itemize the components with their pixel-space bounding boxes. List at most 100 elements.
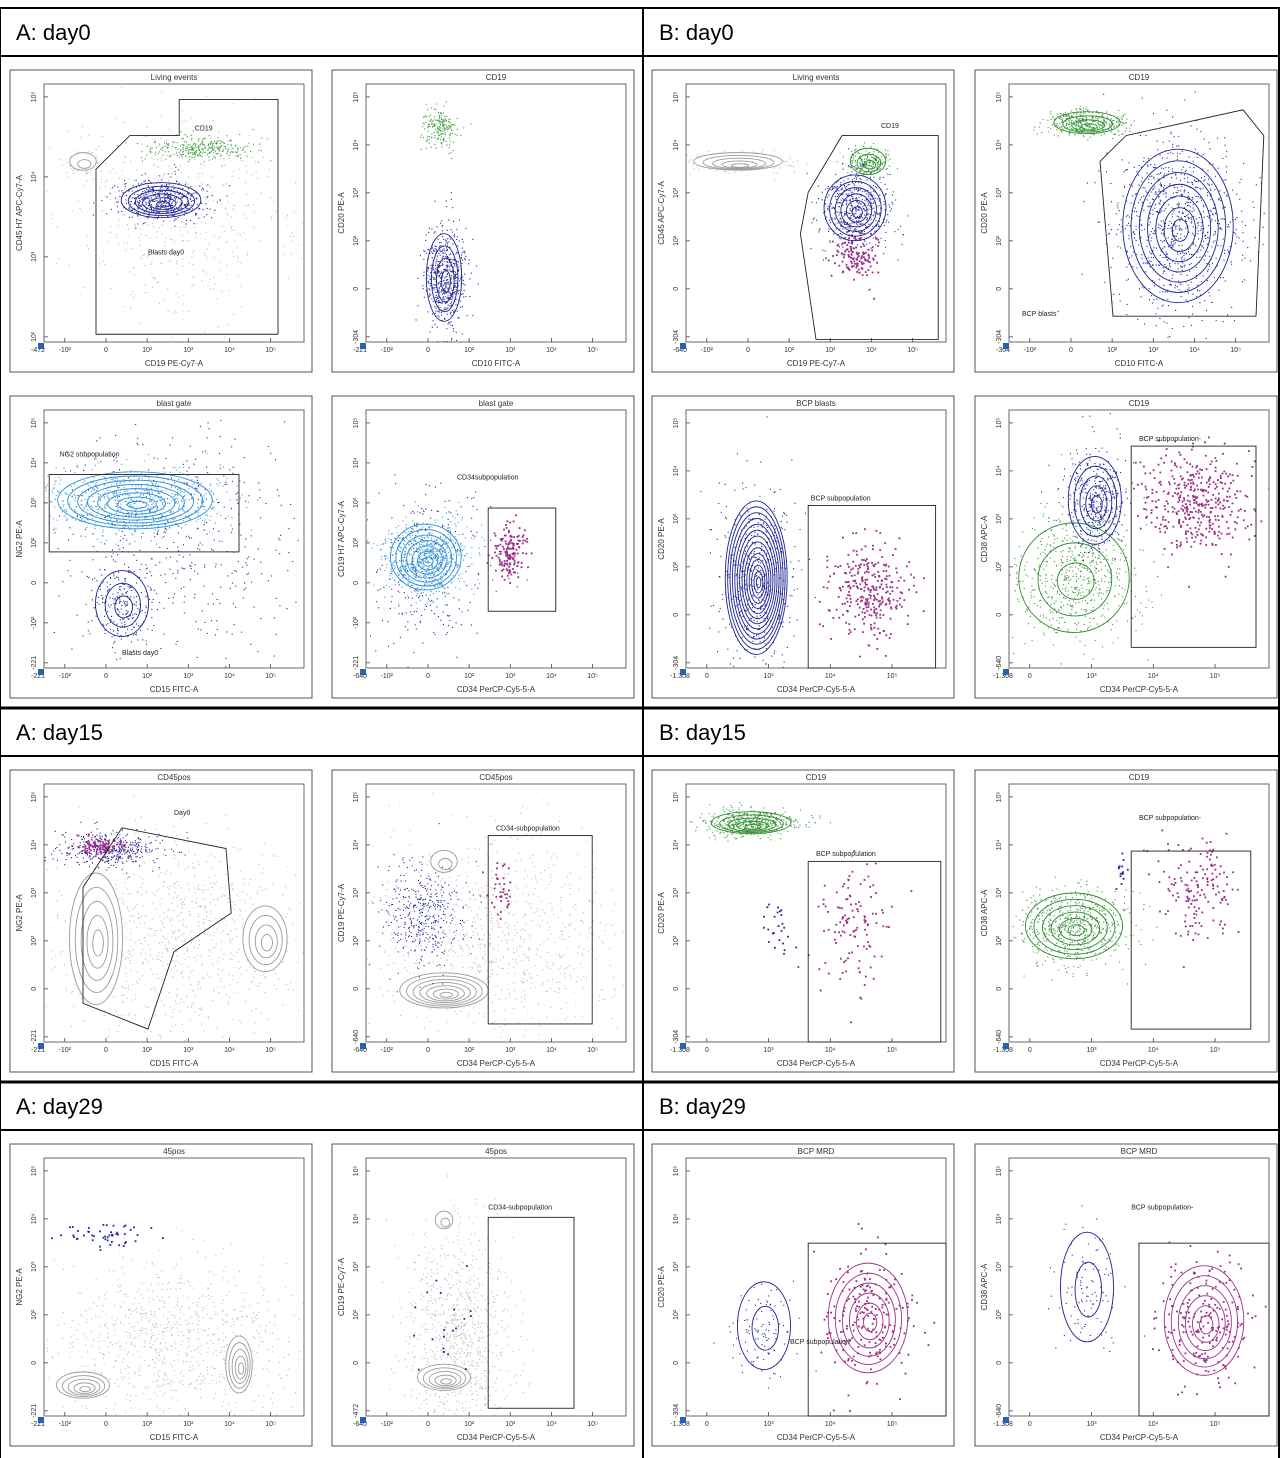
event-dot <box>417 597 419 599</box>
event-dot <box>149 494 151 496</box>
event-dot <box>146 234 148 236</box>
event-dot <box>423 116 425 118</box>
event-dot <box>427 569 429 571</box>
event-dot <box>434 284 436 286</box>
event-dot <box>201 153 203 155</box>
event-dot <box>398 545 400 547</box>
event-dot <box>188 488 190 490</box>
event-dot <box>440 245 442 247</box>
event-dot <box>151 189 153 191</box>
event-dot <box>444 551 446 553</box>
event-dot <box>159 143 161 145</box>
event-dot <box>456 310 458 312</box>
event-dot <box>110 604 112 606</box>
event-dot <box>456 251 458 253</box>
event-dot <box>437 264 439 266</box>
event-dot <box>195 232 197 234</box>
event-dot <box>192 284 194 286</box>
event-dot <box>427 311 429 313</box>
event-dot <box>422 522 424 524</box>
event-dot <box>456 236 458 238</box>
event-dot <box>503 578 506 581</box>
event-dot <box>446 276 448 278</box>
event-dot <box>140 493 142 495</box>
event-dot <box>197 628 199 630</box>
event-dot <box>499 550 502 553</box>
event-dot <box>438 261 440 263</box>
event-dot <box>443 284 445 286</box>
event-dot <box>221 165 223 167</box>
event-dot <box>66 519 68 521</box>
event-dot <box>156 509 158 511</box>
event-dot <box>103 250 105 252</box>
event-dot <box>46 190 48 192</box>
event-dot <box>450 556 452 558</box>
event-dot <box>223 506 225 508</box>
event-dot <box>167 193 169 195</box>
event-dot <box>157 175 159 177</box>
event-dot <box>138 478 140 480</box>
event-dot <box>202 519 204 521</box>
event-dot <box>133 571 135 573</box>
event-dot <box>117 497 119 499</box>
contour <box>417 550 439 571</box>
event-dot <box>415 573 417 575</box>
event-dot <box>99 187 101 189</box>
event-dot <box>102 535 104 537</box>
event-dot <box>226 491 228 493</box>
event-dot <box>447 281 449 283</box>
event-dot <box>164 142 166 144</box>
event-dot <box>237 256 239 258</box>
event-dot <box>425 594 427 596</box>
event-dot <box>424 537 426 539</box>
event-dot <box>134 531 136 533</box>
event-dot <box>416 542 418 544</box>
event-dot <box>439 306 441 308</box>
event-dot <box>227 140 229 142</box>
y-tick-label: -10² <box>353 616 360 629</box>
event-dot <box>122 593 124 595</box>
event-dot <box>181 208 183 210</box>
event-dot <box>129 306 131 308</box>
event-dot <box>422 554 424 556</box>
event-dot <box>197 507 199 509</box>
event-dot <box>127 493 129 495</box>
event-dot <box>206 207 208 209</box>
event-dot <box>145 198 147 200</box>
event-dot <box>181 265 183 267</box>
event-dot <box>113 630 115 632</box>
event-dot <box>443 125 445 127</box>
event-dot <box>107 496 109 498</box>
event-dot <box>391 577 393 579</box>
event-dot <box>129 208 131 210</box>
event-dot <box>116 493 118 495</box>
event-dot <box>163 299 165 301</box>
event-dot <box>426 602 428 604</box>
event-dot <box>142 198 144 200</box>
event-dot <box>185 499 187 501</box>
event-dot <box>405 560 407 562</box>
event-dot <box>441 120 443 122</box>
event-dot <box>131 624 133 626</box>
event-dot <box>161 191 163 193</box>
event-dot <box>248 134 250 136</box>
event-dot <box>198 147 200 149</box>
event-dot <box>430 279 432 281</box>
gate-label: Blasts day0 <box>148 249 184 256</box>
event-dot <box>279 539 281 541</box>
event-dot <box>127 603 129 605</box>
y-tick-label: 10³ <box>31 251 38 262</box>
event-dot <box>450 125 452 127</box>
event-dot <box>202 270 204 272</box>
event-dot <box>446 245 448 247</box>
event-dot <box>228 290 230 292</box>
event-dot <box>130 161 132 163</box>
event-dot <box>450 229 452 231</box>
event-dot <box>155 486 157 488</box>
event-dot <box>161 515 163 517</box>
event-dot <box>104 517 106 519</box>
event-dot <box>149 149 151 151</box>
event-dot <box>232 603 234 605</box>
event-dot <box>435 123 437 125</box>
event-dot <box>199 145 201 147</box>
